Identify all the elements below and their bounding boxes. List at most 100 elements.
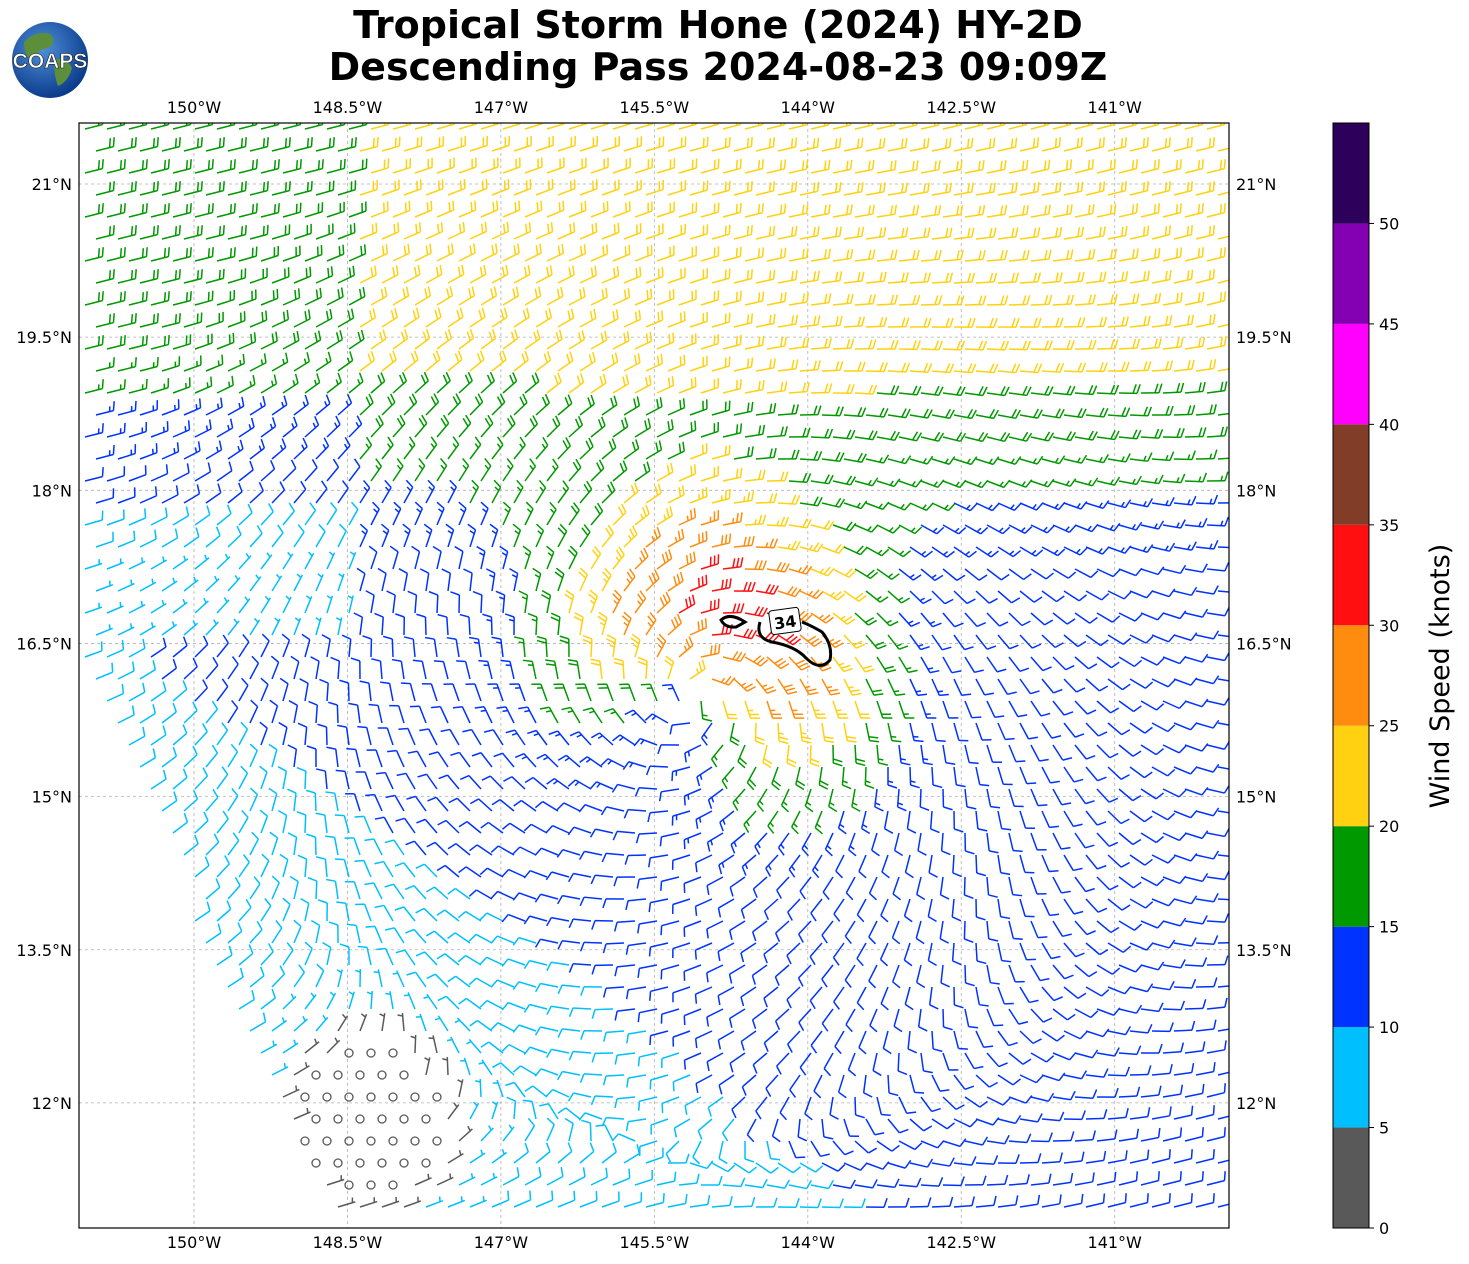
wind-barb [490, 979, 515, 988]
wind-barb [898, 385, 922, 396]
wind-barb [297, 722, 308, 746]
wind-barb [1206, 381, 1228, 394]
wind-barb [491, 436, 504, 460]
wind-barb [1140, 1085, 1162, 1098]
wind-barb [660, 920, 680, 936]
wind-barb [1096, 920, 1120, 934]
wind-barb [1173, 359, 1195, 372]
wind-barb [865, 1161, 890, 1170]
wind-barb [325, 835, 339, 856]
wind-barb [964, 431, 989, 443]
wind-barb [975, 227, 997, 240]
wind-barb [1041, 501, 1066, 511]
wind-barb [975, 137, 996, 152]
wind-barb [326, 415, 341, 438]
wind-barb [647, 854, 669, 868]
wind-barb [394, 906, 416, 922]
wind-barb [591, 1008, 614, 1019]
wind-barb [568, 330, 586, 350]
wind-barb [84, 247, 104, 262]
wind-barb [356, 567, 366, 592]
wind-barb [546, 200, 565, 218]
wind-barb [411, 545, 421, 570]
wind-barb [843, 1162, 868, 1171]
wind-barb [293, 1015, 308, 1032]
wind-barb [334, 814, 350, 834]
wind-barb [799, 450, 823, 461]
wind-barb [406, 795, 427, 812]
wind-barb [623, 179, 642, 196]
wind-barb [172, 506, 190, 526]
wind-barb [513, 178, 532, 196]
wind-barb [469, 436, 482, 460]
wind-barb [909, 1158, 934, 1168]
wind-barb [447, 1102, 460, 1120]
wind-barb [238, 634, 250, 658]
wind-barb [865, 271, 887, 284]
wind-barb [377, 1114, 387, 1124]
wind-barb [436, 243, 454, 262]
wind-barb [630, 633, 641, 658]
wind-barb [1118, 475, 1142, 486]
wind-barb [678, 551, 696, 570]
wind-barb [353, 612, 364, 636]
wind-barb [534, 893, 559, 903]
wind-barb [722, 123, 742, 130]
wind-barb [799, 722, 812, 744]
wind-barb [667, 223, 686, 240]
wind-barb [161, 356, 181, 372]
wind-barb [414, 200, 433, 218]
wind-barb [337, 724, 350, 746]
wind-barb [357, 945, 372, 966]
wind-barb [336, 969, 343, 988]
wind-barb [1162, 610, 1187, 620]
wind-barb [920, 160, 941, 174]
wind-barb [1019, 1113, 1043, 1123]
wind-barb [779, 1096, 790, 1121]
wind-barb [480, 1125, 494, 1142]
wind-barb [683, 1052, 702, 1070]
wind-barb [304, 416, 320, 438]
wind-barb [227, 482, 243, 504]
colorbar-tick-label: 10 [1379, 1018, 1399, 1037]
wind-barb [706, 920, 724, 939]
wind-barb [1140, 961, 1165, 971]
wind-barb [909, 362, 933, 374]
wind-barb [483, 729, 504, 746]
wind-barb [194, 247, 214, 262]
wind-barb [371, 658, 383, 680]
wind-barb [722, 246, 742, 262]
wind-barb [661, 1052, 680, 1069]
wind-barb [799, 315, 821, 328]
wind-barb [557, 437, 572, 460]
wind-barb [722, 379, 742, 394]
wind-barb [238, 898, 252, 922]
wind-barb [172, 203, 192, 218]
wind-barb [1184, 915, 1208, 925]
wind-barb [392, 501, 402, 526]
wind-barb [578, 850, 603, 860]
wind-barb [458, 501, 467, 526]
wind-barb [953, 766, 966, 788]
wind-barb [898, 744, 911, 766]
wind-barb [1008, 788, 1024, 808]
wind-barb [997, 546, 1022, 558]
wind-barb [426, 973, 449, 988]
wind-barb [95, 531, 114, 548]
wind-barb [282, 993, 297, 1010]
wind-barb [876, 478, 901, 488]
wind-barb [1173, 225, 1193, 240]
wind-barb [1206, 784, 1229, 794]
lon-tick-label-bottom: 150°W [167, 1233, 222, 1252]
wind-barb [777, 1198, 800, 1208]
wind-barb [975, 546, 999, 558]
wind-barb [744, 380, 765, 394]
wind-barb [535, 308, 553, 328]
wind-barb [1052, 123, 1072, 130]
wind-barb [940, 832, 951, 856]
wind-barb [296, 766, 307, 790]
wind-barb [740, 986, 757, 1007]
wind-barb [647, 810, 669, 823]
wind-barb [1074, 1130, 1097, 1142]
wind-barb [502, 414, 516, 438]
